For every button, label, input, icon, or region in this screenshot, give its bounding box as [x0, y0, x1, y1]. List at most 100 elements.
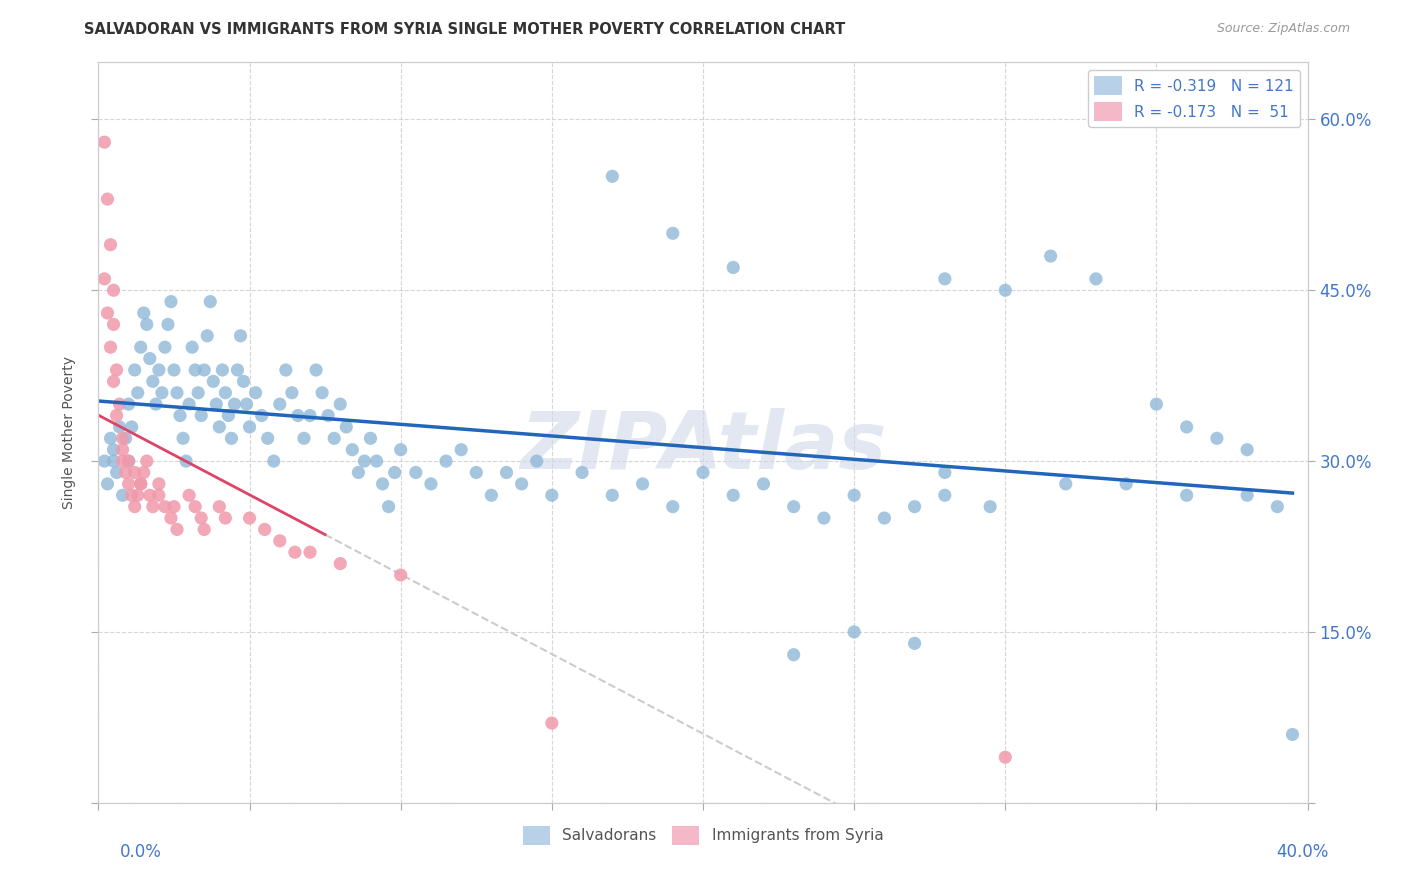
- Point: [292, 431, 315, 445]
- Point: [269, 397, 291, 411]
- Point: [284, 545, 307, 559]
- Point: [904, 636, 927, 650]
- Point: [135, 454, 157, 468]
- Text: 0.0%: 0.0%: [120, 843, 162, 861]
- Point: [156, 318, 179, 332]
- Point: [100, 340, 122, 354]
- Point: [420, 476, 443, 491]
- Point: [93, 454, 115, 468]
- Point: [163, 500, 186, 514]
- Point: [253, 523, 276, 537]
- Point: [1236, 488, 1258, 502]
- Point: [184, 363, 207, 377]
- Point: [1236, 442, 1258, 457]
- Point: [299, 409, 322, 423]
- Point: [661, 500, 683, 514]
- Point: [752, 476, 775, 491]
- Text: Source: ZipAtlas.com: Source: ZipAtlas.com: [1216, 22, 1350, 36]
- Point: [389, 442, 412, 457]
- Point: [979, 500, 1001, 514]
- Point: [114, 431, 136, 445]
- Point: [160, 511, 183, 525]
- Point: [124, 466, 146, 480]
- Point: [1144, 397, 1167, 411]
- Point: [105, 466, 128, 480]
- Point: [211, 363, 233, 377]
- Point: [1085, 272, 1108, 286]
- Point: [274, 363, 297, 377]
- Point: [377, 500, 399, 514]
- Point: [100, 431, 122, 445]
- Point: [160, 294, 183, 309]
- Point: [571, 466, 593, 480]
- Point: [103, 283, 125, 297]
- Point: [193, 523, 215, 537]
- Point: [148, 363, 170, 377]
- Point: [994, 283, 1017, 297]
- Point: [316, 409, 339, 423]
- Point: [129, 340, 152, 354]
- Point: [481, 488, 503, 502]
- Point: [723, 488, 745, 502]
- Point: [208, 500, 231, 514]
- Point: [371, 476, 394, 491]
- Point: [1175, 488, 1198, 502]
- Point: [335, 420, 357, 434]
- Point: [108, 420, 131, 434]
- Point: [1206, 431, 1229, 445]
- Point: [93, 135, 115, 149]
- Point: [353, 454, 375, 468]
- Point: [217, 409, 239, 423]
- Point: [495, 466, 517, 480]
- Point: [184, 500, 207, 514]
- Point: [105, 363, 128, 377]
- Point: [239, 511, 262, 525]
- Point: [205, 397, 228, 411]
- Point: [135, 318, 157, 332]
- Point: [232, 375, 254, 389]
- Point: [169, 409, 191, 423]
- Point: [235, 397, 257, 411]
- Point: [153, 500, 176, 514]
- Point: [190, 409, 212, 423]
- Point: [299, 545, 322, 559]
- Point: [108, 397, 131, 411]
- Point: [129, 476, 152, 491]
- Point: [844, 624, 866, 639]
- Point: [139, 488, 162, 502]
- Point: [994, 750, 1017, 764]
- Point: [111, 454, 134, 468]
- Point: [692, 466, 714, 480]
- Point: [783, 500, 806, 514]
- Point: [166, 523, 188, 537]
- Point: [93, 272, 115, 286]
- Point: [195, 328, 218, 343]
- Point: [1281, 727, 1303, 741]
- Text: 40.0%: 40.0%: [1277, 843, 1329, 861]
- Point: [111, 431, 134, 445]
- Point: [813, 511, 835, 525]
- Point: [118, 476, 141, 491]
- Point: [132, 306, 155, 320]
- Point: [145, 397, 167, 411]
- Point: [239, 420, 262, 434]
- Point: [111, 488, 134, 502]
- Point: [631, 476, 654, 491]
- Point: [172, 431, 194, 445]
- Point: [190, 511, 212, 525]
- Point: [96, 192, 118, 206]
- Point: [661, 227, 683, 241]
- Point: [103, 454, 125, 468]
- Point: [124, 500, 146, 514]
- Point: [103, 318, 125, 332]
- Point: [934, 488, 956, 502]
- Point: [873, 511, 896, 525]
- Point: [187, 385, 209, 400]
- Point: [179, 397, 201, 411]
- Point: [360, 431, 382, 445]
- Point: [389, 568, 412, 582]
- Point: [844, 488, 866, 502]
- Point: [904, 500, 927, 514]
- Point: [153, 340, 176, 354]
- Point: [602, 169, 624, 184]
